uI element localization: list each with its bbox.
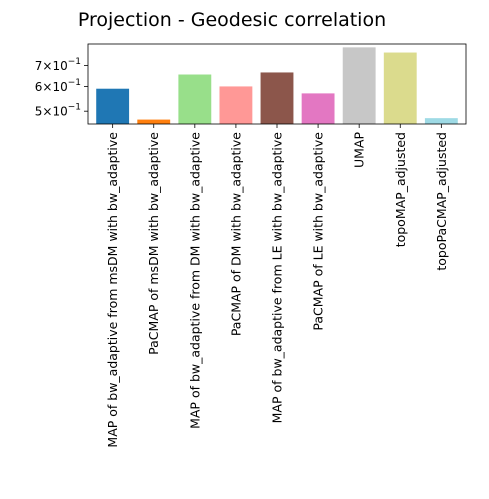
x-axis: MAP of bw_adaptive from msDM with bw_ada… [105, 124, 449, 448]
bar-6 [342, 47, 376, 125]
bar-8 [424, 118, 458, 124]
bar-1 [137, 119, 171, 124]
y-tick-label-0: 5×10−1 [35, 103, 81, 119]
y-tick-label-1: 6×10−1 [35, 78, 81, 94]
bars-layer [96, 47, 458, 125]
y-axis: 5×10−1 6×10−1 7×10−1 [35, 57, 88, 119]
bar-7 [383, 52, 417, 124]
x-tick-label-0: MAP of bw_adaptive from msDM with bw_ada… [105, 132, 120, 448]
y-tick-label-2: 7×10−1 [35, 57, 81, 73]
x-tick-label-5: PaCMAP of LE with bw_adaptive [311, 132, 326, 331]
x-tick-label-4: MAP of bw_adaptive from LE with bw_adapt… [270, 132, 285, 424]
bar-2 [178, 74, 212, 124]
bar-4 [260, 72, 294, 124]
x-tick-label-7: topoMAP_adjusted [393, 132, 408, 247]
x-tick-label-2: MAP of bw_adaptive from DM with bw_adapt… [187, 132, 202, 429]
bar-0 [96, 88, 130, 124]
x-tick-label-1: PaCMAP of msDM with bw_adaptive [146, 132, 161, 355]
x-tick-label-6: UMAP [352, 132, 367, 168]
chart-title: Projection - Geodesic correlation [78, 9, 386, 31]
x-tick-label-3: PaCMAP of DM with bw_adaptive [228, 132, 243, 336]
x-tick-label-8: topoPaCMAP_adjusted [434, 132, 449, 271]
bar-5 [301, 93, 335, 124]
bar-3 [219, 86, 253, 124]
